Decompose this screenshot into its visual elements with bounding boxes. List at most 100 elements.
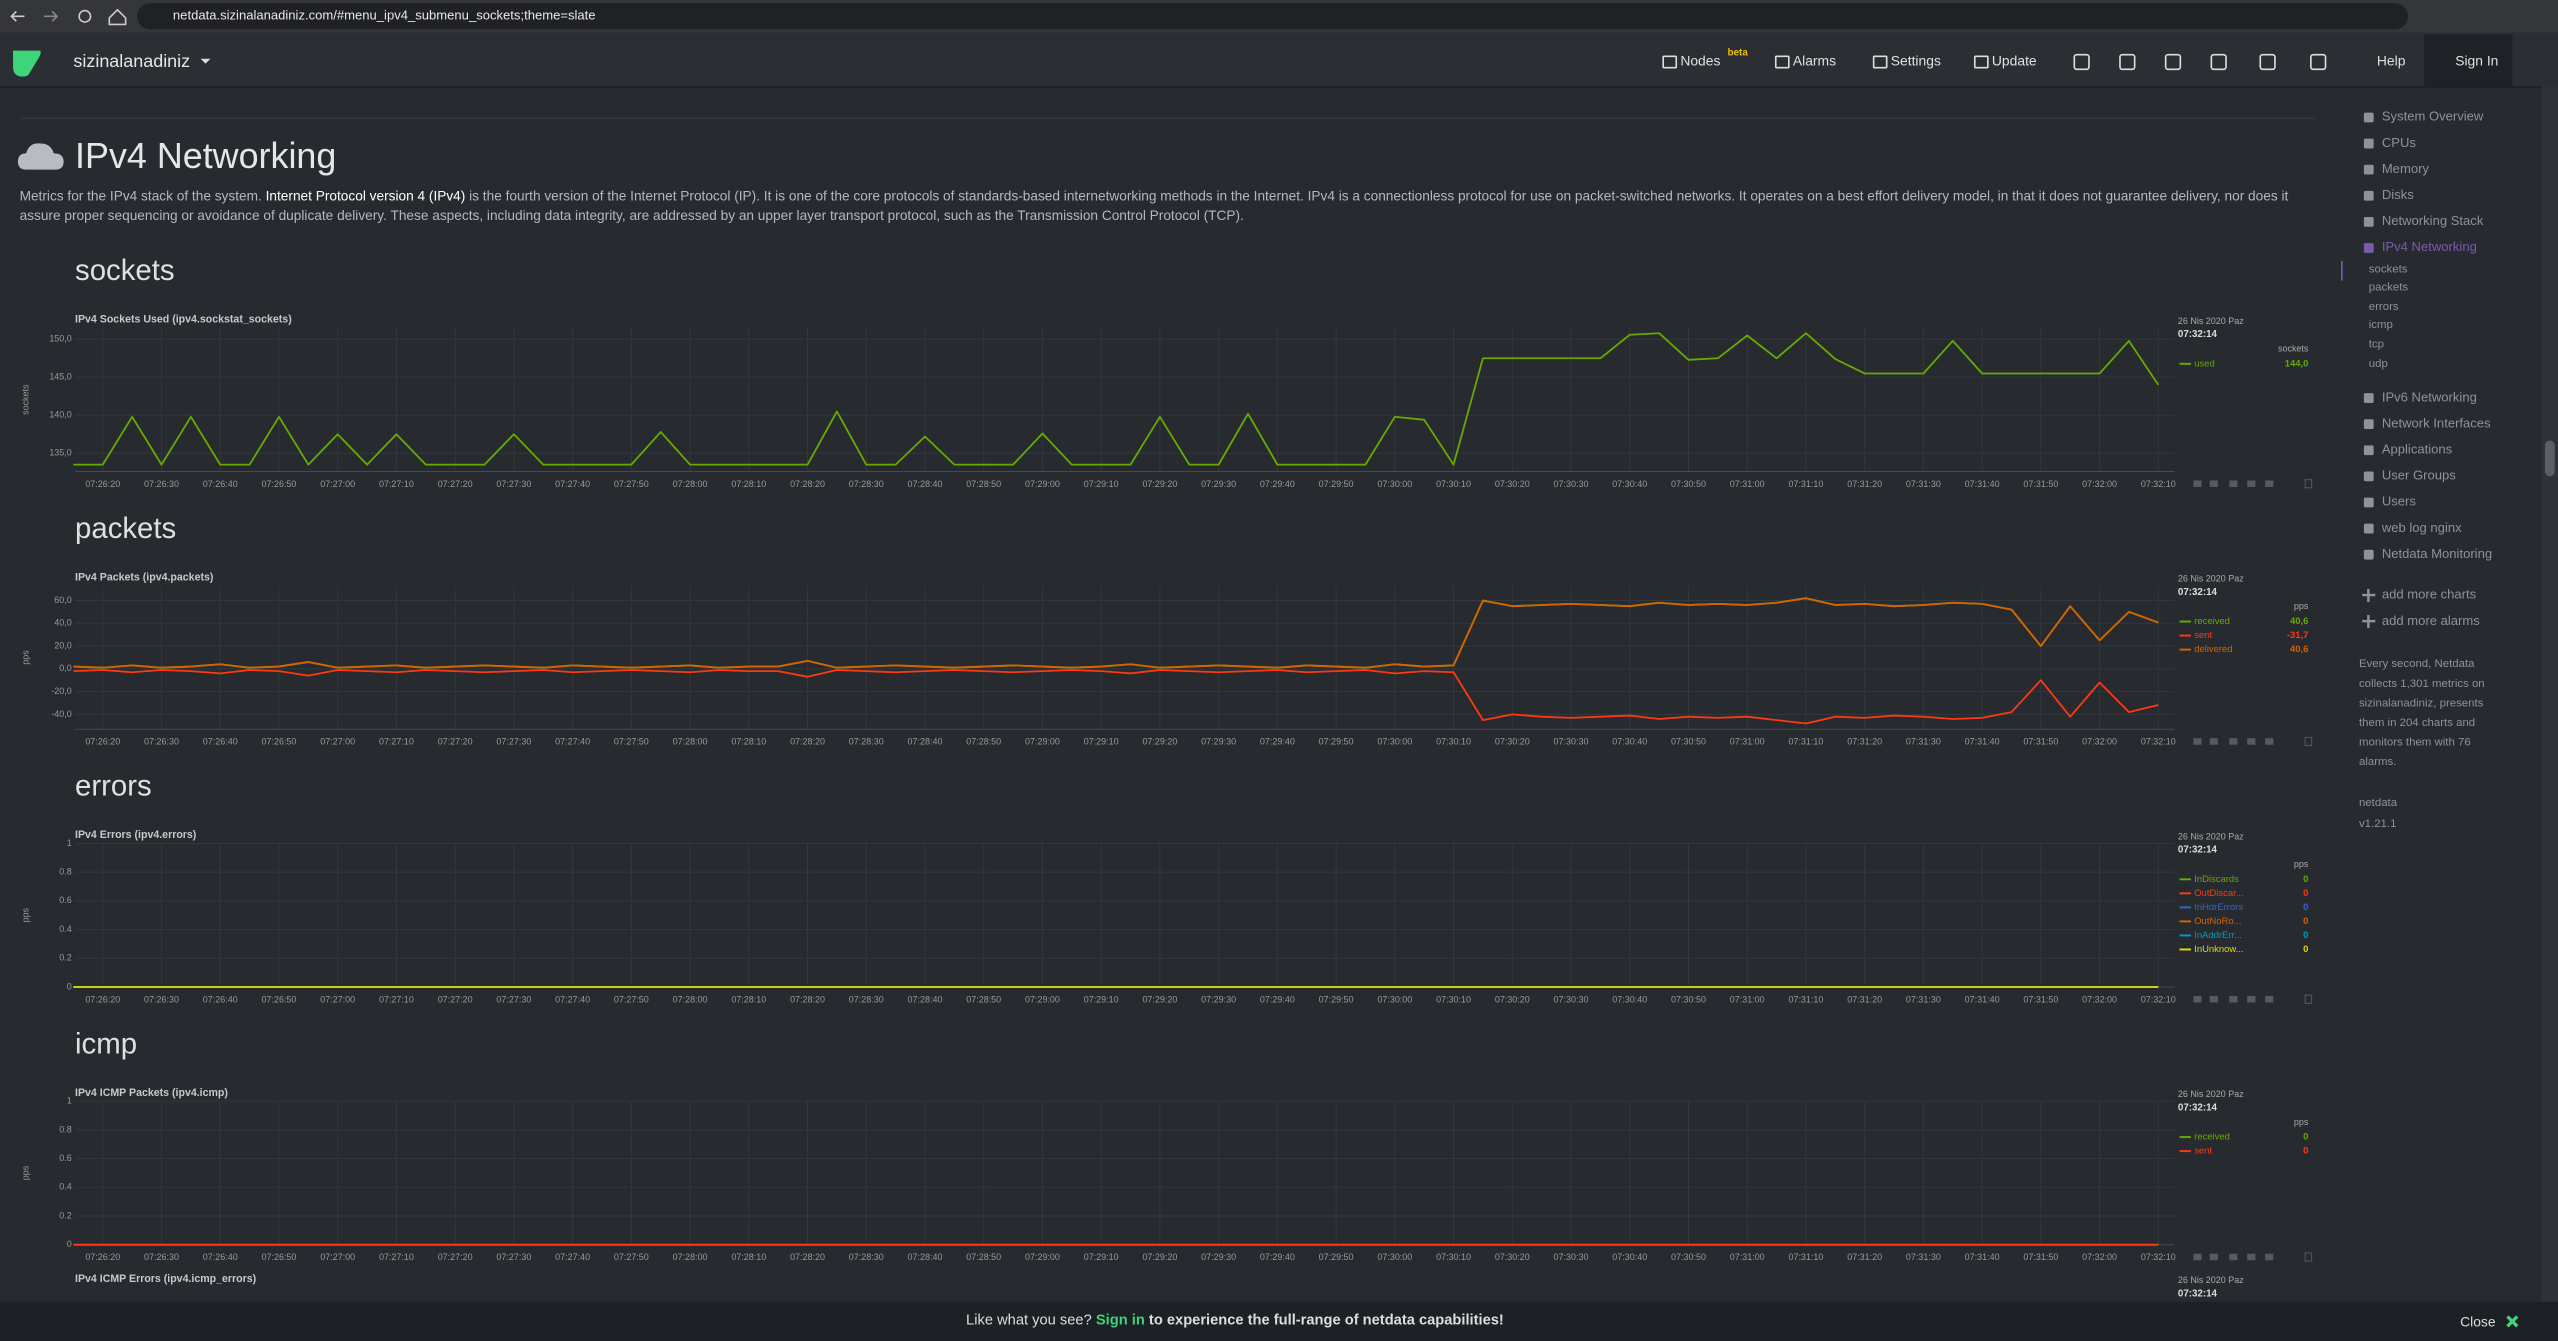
menu-item[interactable]: IPv6 Networking <box>2381 389 2477 405</box>
x-tick-label: 07:30:00 <box>1377 479 1412 489</box>
footer-pre: Like what you see? <box>966 1311 1092 1328</box>
menu-item[interactable]: Netdata Monitoring <box>2381 546 2493 562</box>
sidebar-action[interactable]: add more charts <box>2381 587 2477 602</box>
chart-time: 07:32:14 <box>2178 845 2218 856</box>
menu-item[interactable]: Disks <box>2381 187 2414 203</box>
menu-item[interactable]: Networking Stack <box>2381 213 2484 229</box>
x-tick-label: 07:27:20 <box>438 1252 473 1262</box>
toolbox-button[interactable] <box>2209 1253 2218 1261</box>
footer-link[interactable]: Sign in <box>1095 1311 1145 1328</box>
submenu-item[interactable]: sockets <box>2368 263 2408 275</box>
scrollbar[interactable] <box>2541 86 2558 1302</box>
menu-icon <box>2363 471 2374 482</box>
x-tick-label: 07:30:00 <box>1377 737 1412 747</box>
host-name[interactable]: sizinalanadiniz <box>73 52 191 72</box>
reload-button[interactable] <box>78 9 92 23</box>
submenu-item[interactable]: packets <box>2368 282 2409 294</box>
sidebar-action[interactable]: add more alarms <box>2381 613 2480 629</box>
toolbox-button[interactable] <box>2229 995 2238 1003</box>
x-tick-label: 07:26:40 <box>203 994 238 1004</box>
y-axis-label: pps <box>20 650 30 665</box>
toolbox-button[interactable] <box>2247 1253 2256 1261</box>
x-tick-label: 07:28:40 <box>908 1252 943 1262</box>
nav-item[interactable]: Sign In <box>2455 52 2499 69</box>
home-button[interactable] <box>108 8 127 26</box>
menu-icon <box>2363 138 2374 149</box>
menu-item[interactable]: Applications <box>2381 442 2453 457</box>
toolbox-button[interactable] <box>2265 1253 2274 1261</box>
chart-date: 26 Nis 2020 Paz <box>2178 1089 2244 1099</box>
nav-icon-button[interactable] <box>2259 53 2276 71</box>
x-tick-label: 07:28:20 <box>790 737 825 747</box>
x-tick-label: 07:32:10 <box>2141 994 2176 1004</box>
product-version: v1.21.1 <box>2358 818 2397 831</box>
menu-icon <box>2363 549 2374 560</box>
nav-item[interactable]: Update <box>1991 52 2037 69</box>
nav-icon <box>1662 55 1678 69</box>
x-tick-label: 07:30:30 <box>1554 1252 1589 1262</box>
nav-item[interactable]: Settings <box>1890 52 1941 69</box>
x-tick-label: 07:29:30 <box>1201 1252 1236 1262</box>
legend-units: sockets <box>2278 343 2309 353</box>
toolbox-button[interactable] <box>2265 480 2274 487</box>
nav-icon-button[interactable] <box>2073 53 2090 71</box>
menu-item[interactable]: System Overview <box>2381 109 2484 124</box>
x-tick-label: 07:30:10 <box>1436 994 1471 1004</box>
toolbox-button[interactable] <box>2247 480 2256 487</box>
toolbox-button[interactable] <box>2229 480 2238 487</box>
x-tick-label: 07:29:20 <box>1142 1252 1177 1262</box>
x-tick-label: 07:31:50 <box>2023 737 2058 747</box>
close-icon[interactable] <box>2504 1313 2520 1329</box>
nav-icon-button[interactable] <box>2210 53 2227 71</box>
toolbox-button[interactable] <box>2247 995 2256 1003</box>
address-bar[interactable] <box>137 3 2408 30</box>
series-line <box>73 597 2159 669</box>
nav-item[interactable]: Help <box>2376 52 2406 69</box>
back-button[interactable] <box>10 10 25 22</box>
toolbox-button[interactable] <box>2209 480 2218 487</box>
submenu-item[interactable]: udp <box>2368 358 2388 370</box>
footer-close[interactable]: Close <box>2460 1313 2496 1330</box>
x-tick-label: 07:27:30 <box>496 737 531 747</box>
forward-button[interactable] <box>44 10 59 22</box>
logo[interactable] <box>10 47 46 80</box>
menu-item[interactable]: web log nginx <box>2381 520 2462 536</box>
nav-item[interactable]: Nodes <box>1680 52 1721 69</box>
nav-icon-button[interactable] <box>2119 53 2136 71</box>
menu-item[interactable]: Memory <box>2381 161 2429 177</box>
nav-item[interactable]: Alarms <box>1792 52 1837 69</box>
toolbox-button[interactable] <box>2193 738 2202 745</box>
toolbox-button[interactable] <box>2265 995 2274 1003</box>
menu-item[interactable]: Network Interfaces <box>2381 416 2491 431</box>
submenu-item[interactable]: icmp <box>2368 320 2393 332</box>
toolbox-button[interactable] <box>2229 738 2238 745</box>
menu-item-active[interactable]: IPv4 Networking <box>2381 239 2477 255</box>
nav-icon-button[interactable] <box>2164 53 2182 71</box>
menu-item[interactable]: User Groups <box>2381 468 2456 483</box>
submenu-item[interactable]: errors <box>2368 301 2399 313</box>
x-tick-label: 07:29:50 <box>1319 479 1354 489</box>
scroll-thumb[interactable] <box>2544 440 2555 477</box>
x-tick-label: 07:29:00 <box>1025 1252 1060 1262</box>
sign-in-bg[interactable] <box>2424 34 2513 87</box>
toolbox-button[interactable] <box>2193 995 2202 1003</box>
toolbox-button[interactable] <box>2247 738 2256 745</box>
menu-item[interactable]: Users <box>2381 494 2416 509</box>
menu-icon <box>2363 243 2374 253</box>
x-tick-label: 07:32:00 <box>2082 479 2117 489</box>
toolbox-button[interactable] <box>2209 995 2218 1003</box>
x-tick-label: 07:26:40 <box>203 1252 238 1262</box>
menu-item[interactable]: CPUs <box>2381 135 2416 151</box>
desc-bold: Internet Protocol version 4 (IPv4) <box>265 187 466 204</box>
y-tick-label: 0.8 <box>59 867 71 877</box>
toolbox-button[interactable] <box>2229 1253 2238 1261</box>
toolbox-button[interactable] <box>2193 480 2202 487</box>
nav-icon-button[interactable] <box>2310 53 2327 71</box>
toolbox-button[interactable] <box>2193 1253 2202 1261</box>
submenu-item[interactable]: tcp <box>2368 339 2385 351</box>
menu-icon <box>2363 497 2374 508</box>
y-axis-label: pps <box>20 907 30 922</box>
x-tick-label: 07:31:10 <box>1788 994 1823 1004</box>
toolbox-button[interactable] <box>2265 738 2274 745</box>
toolbox-button[interactable] <box>2209 738 2218 745</box>
